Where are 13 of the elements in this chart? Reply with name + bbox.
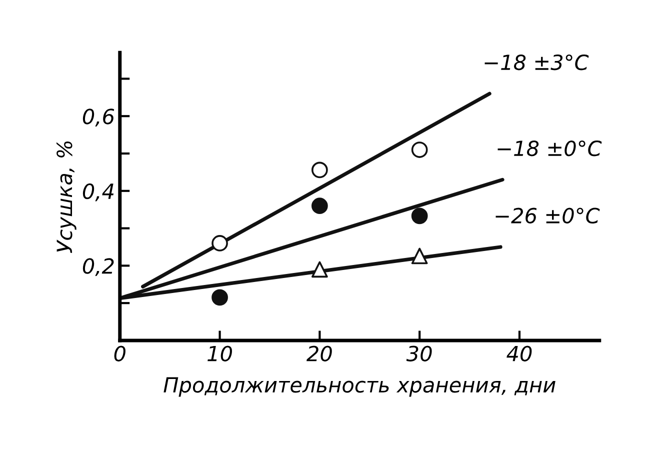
series-label: −18 ±0°C xyxy=(498,140,602,156)
y-tick-label: 0,2 xyxy=(82,258,114,276)
x-tick-label: 30 xyxy=(406,346,432,362)
y-tick-label: 0,4 xyxy=(82,183,114,202)
y-axis-title: Усушка, % xyxy=(56,141,76,253)
y-tick-label: 0,6 xyxy=(82,108,114,126)
x-tick-label: 0 xyxy=(114,346,126,362)
series-label: −26 ±0°C xyxy=(496,208,600,224)
series-label: −18 ±3°C xyxy=(484,54,589,70)
x-tick-label: 10 xyxy=(208,346,232,362)
x-axis-title: Продолжительность хранения, дни xyxy=(164,377,556,397)
x-tick-label: 20 xyxy=(306,346,332,362)
x-tick-label: 40 xyxy=(506,346,532,362)
